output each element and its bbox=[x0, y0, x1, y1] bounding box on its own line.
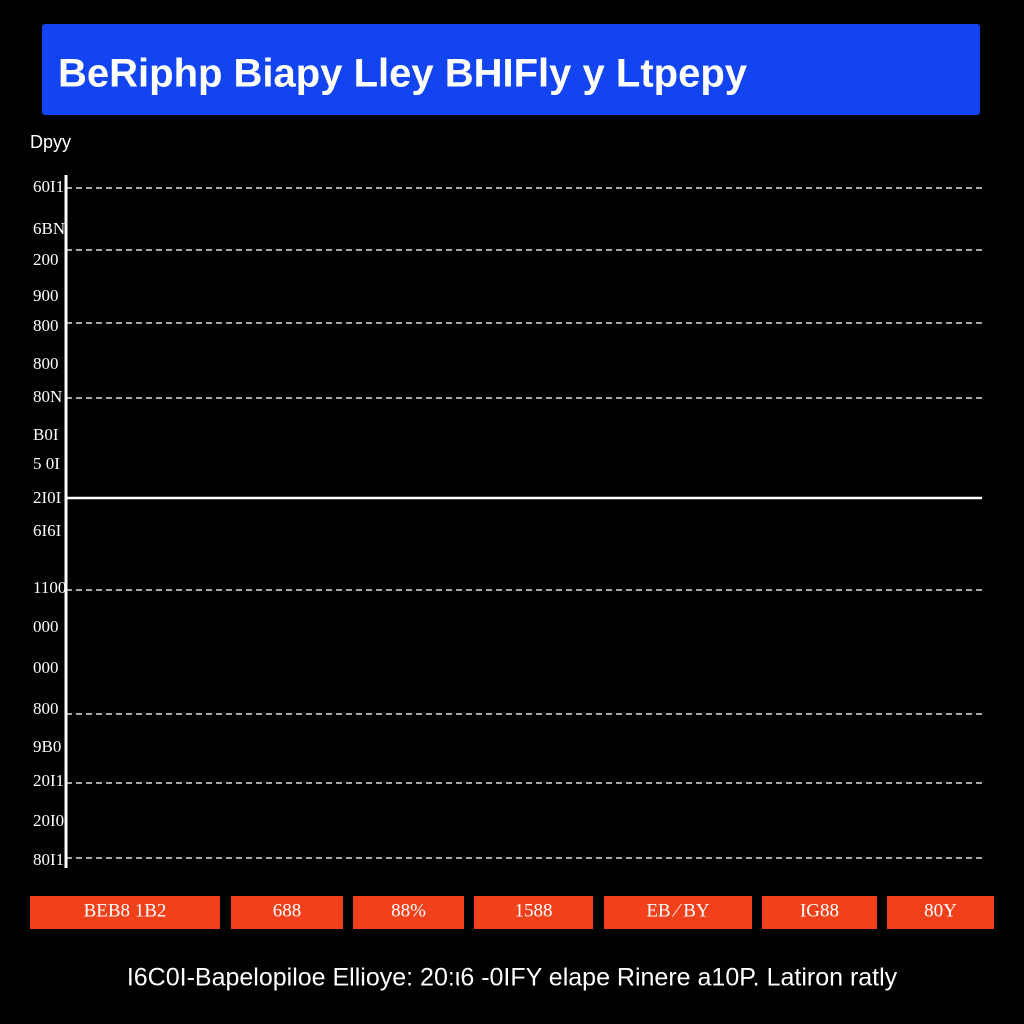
y-label: 60I1 bbox=[33, 177, 64, 196]
footer: I6C0I-Bapelopiloe Ellioye: 20:ι6 -0IFY e… bbox=[127, 964, 898, 992]
button-label: BEB8 1B2 bbox=[84, 900, 167, 921]
y-label: 000 bbox=[33, 617, 59, 636]
y-label: 2I0I bbox=[33, 488, 62, 507]
button[interactable]: 88% bbox=[353, 896, 464, 929]
button-bg bbox=[474, 896, 593, 929]
y-label: 6I6I bbox=[33, 521, 62, 540]
y-label: 20I0 bbox=[33, 811, 64, 830]
y-label: 800 bbox=[33, 316, 59, 335]
y-label: 20I1 bbox=[33, 771, 64, 790]
button-label: IG88 bbox=[800, 900, 839, 921]
button-bg bbox=[231, 896, 343, 929]
title-bar bbox=[42, 24, 980, 115]
axis-label: Dpyy bbox=[30, 132, 71, 152]
y-label: B0I bbox=[33, 425, 59, 444]
button[interactable]: EB ⁄ BY bbox=[604, 896, 752, 929]
y-label: 5 0I bbox=[33, 454, 60, 473]
y-label: 80I1 bbox=[33, 850, 64, 869]
y-label: 800 bbox=[33, 699, 59, 718]
y-label: 200 bbox=[33, 250, 59, 269]
button-label: 688 bbox=[273, 900, 302, 921]
button-bg bbox=[353, 896, 464, 929]
button-bg bbox=[30, 896, 220, 929]
y-label: 80N bbox=[33, 387, 62, 406]
button[interactable]: BEB8 1B2 bbox=[30, 896, 220, 929]
title: BeRiphp Biapy Lley BHIFly y Ltpepy bbox=[58, 52, 748, 96]
button[interactable]: 1588 bbox=[474, 896, 593, 929]
button[interactable]: 688 bbox=[231, 896, 343, 929]
y-label: 800 bbox=[33, 354, 59, 373]
button-label: EB ⁄ BY bbox=[646, 900, 710, 921]
button-bg bbox=[762, 896, 877, 929]
grid bbox=[66, 187, 982, 859]
y-label: 900 bbox=[33, 286, 59, 305]
button-label: 1588 bbox=[515, 900, 553, 921]
button-bg bbox=[604, 896, 752, 929]
y-label: 9B0 bbox=[33, 737, 61, 756]
y-label: 000 bbox=[33, 658, 59, 677]
button-label: 88% bbox=[391, 900, 426, 921]
button-bg bbox=[887, 896, 994, 929]
y-label: 6BN bbox=[33, 219, 65, 238]
button-label: 80Y bbox=[924, 900, 957, 921]
button[interactable]: 80Y bbox=[887, 896, 994, 929]
y-label: 1100 bbox=[33, 578, 66, 597]
button[interactable]: IG88 bbox=[762, 896, 877, 929]
